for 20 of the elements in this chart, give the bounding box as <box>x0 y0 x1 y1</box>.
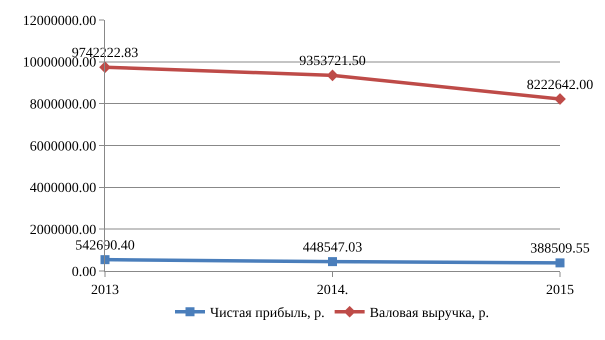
data-label: 388509.55 <box>530 242 590 257</box>
x-tick-label: 2013 <box>91 282 119 298</box>
point <box>326 70 338 82</box>
y-tick-label: 8000000.00 <box>30 98 96 113</box>
data-label: 8222642.00 <box>526 78 594 93</box>
legend-label: Валовая выручка, р. <box>370 306 490 322</box>
data-label: 542690.40 <box>75 238 135 254</box>
point <box>328 257 337 266</box>
y-tick-label: 6000000.00 <box>30 139 96 154</box>
data-label: 9353721.50 <box>299 54 366 70</box>
y-tick-label: 2000000.00 <box>30 223 96 238</box>
y-tick-label: 0.00 <box>72 264 96 280</box>
x-tick-label: 2015 <box>546 282 574 298</box>
point <box>554 93 566 105</box>
y-tick-label: 4000000.00 <box>30 181 96 196</box>
legend-label: Чистая прибыль, р. <box>210 306 325 322</box>
y-tick-label: 12000000.00 <box>22 14 96 29</box>
point <box>556 258 564 268</box>
data-label: 448547.03 <box>302 240 362 256</box>
x-tick-label: 2014. <box>316 282 348 298</box>
